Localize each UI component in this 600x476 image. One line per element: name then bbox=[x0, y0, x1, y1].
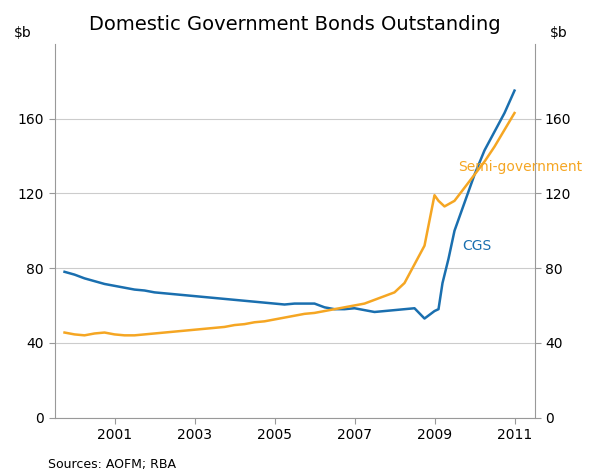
Text: $b: $b bbox=[550, 26, 568, 40]
Text: Semi-government: Semi-government bbox=[458, 160, 583, 174]
Title: Domestic Government Bonds Outstanding: Domestic Government Bonds Outstanding bbox=[89, 15, 500, 34]
Text: Sources: AOFM; RBA: Sources: AOFM; RBA bbox=[48, 458, 176, 471]
Text: $b: $b bbox=[14, 26, 31, 40]
Text: CGS: CGS bbox=[463, 238, 492, 253]
